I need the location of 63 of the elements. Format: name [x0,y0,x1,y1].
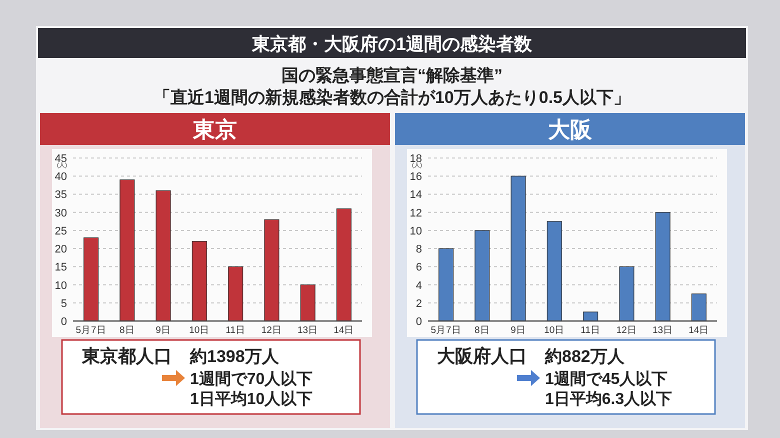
chart-title: 東京 [192,117,237,142]
bar [264,219,280,322]
x-tick-label: 12日 [616,325,637,336]
bar [655,212,670,322]
bar [84,237,99,322]
text: 1週間で45人以下 [545,370,668,388]
bar [336,208,352,322]
bar [691,294,706,322]
x-tick-label: 14日 [334,325,354,336]
y-tick-label: 2 [416,298,422,310]
y-tick-label: 15 [54,262,67,274]
bar [474,230,490,322]
text: 東京都・大阪府の1週間の感染者数 [250,34,534,54]
bar [619,266,634,322]
y-tick-label: 0 [416,316,422,328]
bar [546,221,562,322]
text: 「直近1週間の新規感染者数の合計が10万人あたり0.5人以下」 [154,88,630,107]
text: 国の緊急事態宣言“解除基準” [282,66,502,85]
bar [192,241,207,322]
y-tick-label: 25 [54,225,67,238]
y-tick-label: 14 [410,189,422,202]
x-tick-label: 13日 [298,325,318,336]
text: 約882万人 [544,347,626,366]
x-tick-label: 5月7日 [76,325,106,336]
bar [583,312,598,322]
y-tick-label: 5 [60,298,67,310]
bar [156,190,171,322]
x-tick-label: 8日 [120,325,135,336]
y-tick-label: 35 [54,189,67,202]
text: 大阪府人口 [436,346,527,366]
text: 1日平均6.3人以下 [545,390,672,408]
y-tick-label: 10 [54,280,67,292]
y-tick-label: 30 [54,207,67,220]
bar [300,284,316,322]
bar [438,248,454,322]
text: 1日平均10人以下 [190,390,313,408]
y-tick-label: 0 [60,316,67,328]
x-tick-label: 12日 [261,325,282,336]
x-tick-label: 8日 [474,325,490,336]
y-tick-label: 12 [410,207,422,220]
x-tick-label: 14日 [688,325,710,336]
y-tick-label: 40 [54,171,67,184]
bar [510,176,526,322]
x-tick-label: 11日 [226,325,246,336]
chart-title: 大阪 [548,117,593,142]
y-tick-label: 4 [416,280,422,292]
bar [120,179,135,322]
x-tick-label: 11日 [580,325,600,336]
y-tick-label: 10 [410,225,422,238]
text: 約1398万人 [189,347,280,366]
x-tick-label: 5月7日 [430,325,462,336]
x-tick-label: 10日 [544,325,565,336]
x-tick-label: 9日 [156,325,171,336]
x-tick-label: 10日 [189,325,210,336]
x-tick-label: 13日 [652,325,674,336]
text: 1週間で70人以下 [190,370,313,388]
y-tick-label: 8 [416,244,422,256]
y-tick-label: 20 [54,244,67,256]
text: 東京都人口 [81,346,172,366]
x-tick-label: 9日 [510,325,526,336]
y-tick-label: 16 [410,171,422,184]
bar [228,266,244,322]
y-tick-label: 6 [416,262,422,274]
